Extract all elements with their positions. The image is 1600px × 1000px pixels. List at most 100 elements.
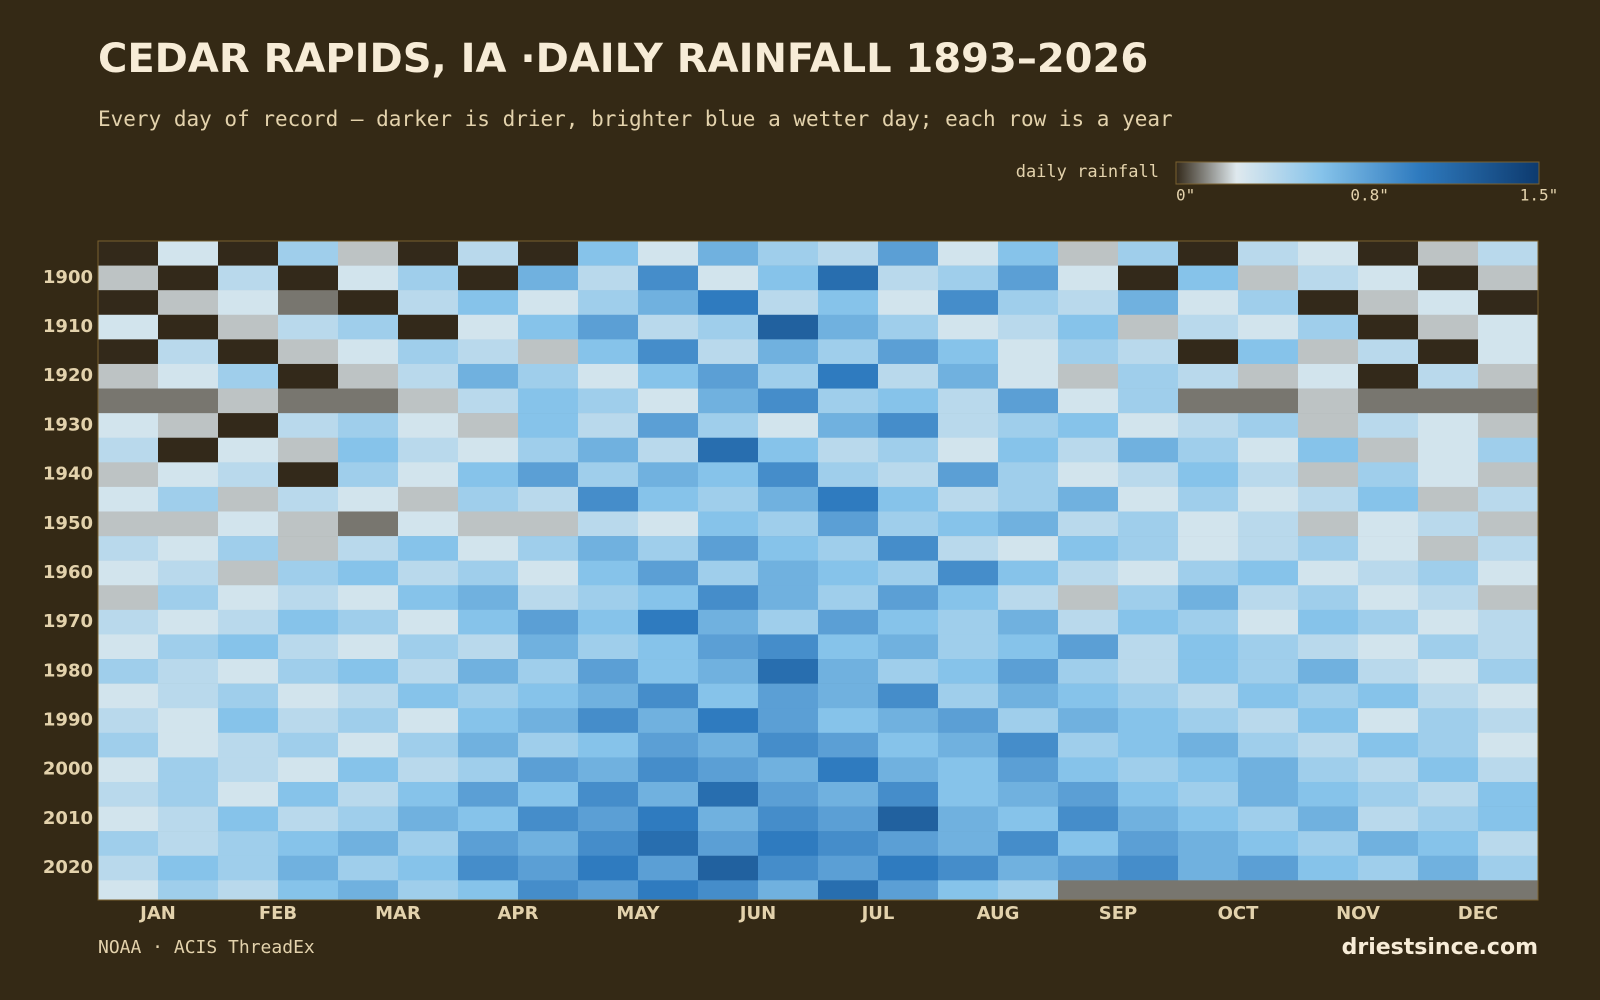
cell: [938, 855, 999, 881]
cell: [818, 511, 879, 537]
cell: [218, 732, 279, 758]
cell: [338, 339, 399, 365]
cell: [878, 659, 939, 684]
cell: [398, 290, 459, 316]
cell: [638, 855, 699, 881]
cell: [1478, 511, 1539, 537]
cell: [98, 732, 159, 758]
cell: [1298, 536, 1359, 561]
cell: [938, 781, 999, 807]
cell: [1238, 757, 1299, 783]
cell: [158, 880, 219, 901]
cell: [458, 511, 519, 537]
x-tick-label: SEP: [1099, 903, 1137, 924]
cell: [1118, 831, 1179, 857]
cell: [338, 757, 399, 783]
cell: [218, 831, 279, 857]
cell: [278, 609, 339, 635]
cell: [1298, 437, 1359, 463]
cell: [278, 241, 339, 266]
cell: [1238, 241, 1299, 266]
cell: [758, 486, 819, 512]
cell: [1058, 781, 1119, 807]
cell: [1298, 781, 1359, 807]
cell: [818, 363, 879, 389]
cell: [518, 388, 579, 414]
cell: [1238, 486, 1299, 512]
cell: [638, 659, 699, 684]
cell: [98, 536, 159, 561]
plot-frame: [97, 240, 1539, 901]
cell: [938, 241, 999, 266]
cell: [698, 486, 759, 512]
cell: [1238, 708, 1299, 734]
cell: [878, 388, 939, 414]
cell: [1178, 363, 1239, 389]
cell: [98, 413, 159, 439]
cell: [1118, 363, 1179, 389]
cell: [758, 339, 819, 365]
cell: [1238, 634, 1299, 660]
cell: [938, 732, 999, 758]
cell: [878, 413, 939, 439]
cell: [758, 708, 819, 734]
cell: [1478, 462, 1539, 488]
cell: [1478, 413, 1539, 439]
cell: [878, 536, 939, 561]
cell: [878, 560, 939, 586]
cell: [338, 585, 399, 611]
cell: [1178, 806, 1239, 832]
cell: [98, 462, 159, 488]
cell: [158, 585, 219, 611]
cell: [338, 314, 399, 340]
cell: [698, 511, 759, 537]
cell: [578, 683, 639, 709]
cell: [98, 388, 159, 414]
cell: [998, 781, 1059, 807]
cell: [1358, 486, 1419, 512]
cell: [218, 241, 279, 266]
cell: [638, 437, 699, 463]
cell: [1238, 363, 1299, 389]
cell: [278, 290, 339, 316]
cell: [1418, 831, 1479, 857]
x-tick-label: OCT: [1218, 903, 1260, 924]
cell: [578, 585, 639, 611]
cell: [878, 757, 939, 783]
cell: [338, 265, 399, 291]
cell: [818, 388, 879, 414]
cell: [1478, 634, 1539, 660]
cell: [758, 781, 819, 807]
cell: [1298, 486, 1359, 512]
cell: [338, 462, 399, 488]
cell: [638, 265, 699, 291]
cell: [158, 437, 219, 463]
cell: [1358, 757, 1419, 783]
cell: [1058, 609, 1119, 635]
y-tick-label: 2020: [43, 857, 93, 878]
x-tick-label: NOV: [1336, 903, 1380, 924]
cell: [98, 241, 159, 266]
cell: [638, 683, 699, 709]
cell: [218, 462, 279, 488]
cell: [1298, 560, 1359, 586]
cell: [818, 732, 879, 758]
cell: [638, 290, 699, 316]
cell: [638, 732, 699, 758]
y-tick-label: 1900: [43, 267, 93, 288]
cell: [458, 634, 519, 660]
cell: [458, 732, 519, 758]
cell: [698, 585, 759, 611]
cell: [638, 511, 699, 537]
cell: [1118, 339, 1179, 365]
cell: [518, 855, 579, 881]
cell: [1118, 683, 1179, 709]
cell: [998, 708, 1059, 734]
cell: [698, 831, 759, 857]
cell: [1298, 462, 1359, 488]
cell: [158, 634, 219, 660]
cell: [398, 314, 459, 340]
cell: [458, 314, 519, 340]
cell: [878, 683, 939, 709]
cell: [818, 413, 879, 439]
